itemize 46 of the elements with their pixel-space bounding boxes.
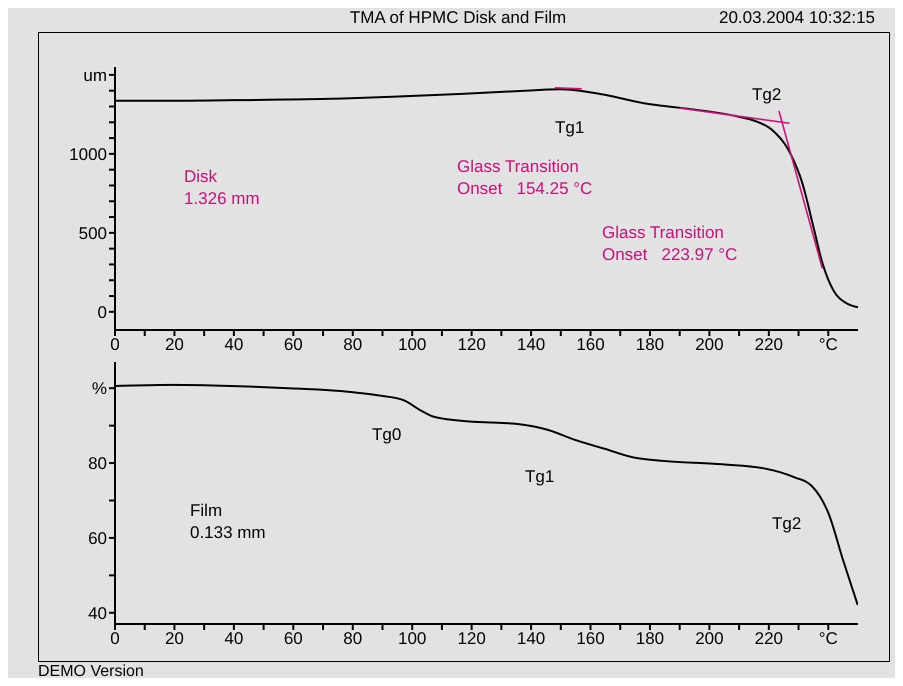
x-tick-label: 200 [695, 335, 724, 354]
x-tick-label: 160 [576, 629, 605, 648]
x-tick-label: °C [818, 335, 838, 354]
text: DEMO Version [38, 663, 144, 681]
x-tick-label: 200 [695, 629, 724, 648]
x-tick-label: 80 [343, 335, 362, 354]
x-tick-label: 180 [636, 335, 664, 354]
annotation: Glass Transition Onset 223.97 °C [602, 222, 738, 266]
x-tick-label: 20 [164, 335, 184, 354]
y-tick-label: 0 [98, 302, 107, 322]
chart-title: TMA of HPMC Disk and Film [348, 8, 568, 28]
y-tick-label: 60 [88, 528, 107, 548]
y-tick-label: um [83, 66, 107, 85]
x-tick-label: 140 [516, 629, 546, 648]
x-tick-label: 120 [457, 335, 486, 354]
annotation: Tg2 [772, 513, 802, 535]
x-tick-label: 160 [576, 335, 605, 354]
annotation: Glass Transition Onset 154.25 °C [457, 156, 592, 200]
y-tick-label: 40 [88, 604, 107, 623]
y-tick-label: 500 [78, 224, 107, 243]
annotation: Film 0.133 mm [190, 500, 266, 544]
x-tick-label: 100 [398, 629, 426, 648]
x-tick-label: 100 [398, 335, 426, 354]
x-tick-label: 40 [224, 629, 244, 648]
x-tick-label: 20 [164, 629, 184, 648]
annotation: Tg0 [372, 424, 402, 446]
annotation: Tg2 [752, 84, 782, 106]
annotation: Tg1 [555, 117, 584, 139]
x-tick-label: 220 [754, 629, 784, 648]
x-tick-label: 0 [110, 629, 120, 648]
x-tick-label: 140 [516, 335, 546, 354]
x-tick-label: 60 [284, 629, 303, 648]
x-tick-label: 180 [636, 629, 664, 648]
annotation: Disk 1.326 mm [184, 166, 260, 210]
x-tick-label: 40 [224, 335, 244, 354]
x-tick-label: 120 [457, 629, 486, 648]
y-tick-label: 1000 [69, 144, 107, 164]
text: 20.03.2004 10:32:15 [719, 8, 875, 28]
annotation: Tg1 [525, 466, 554, 488]
y-tick-label: % [92, 379, 107, 398]
x-tick-label: 220 [754, 335, 784, 354]
x-tick-label: 0 [110, 335, 120, 354]
x-tick-label: °C [818, 629, 838, 648]
x-tick-label: 80 [343, 629, 362, 648]
x-tick-label: 60 [284, 335, 303, 354]
y-tick-label: 80 [88, 454, 107, 474]
